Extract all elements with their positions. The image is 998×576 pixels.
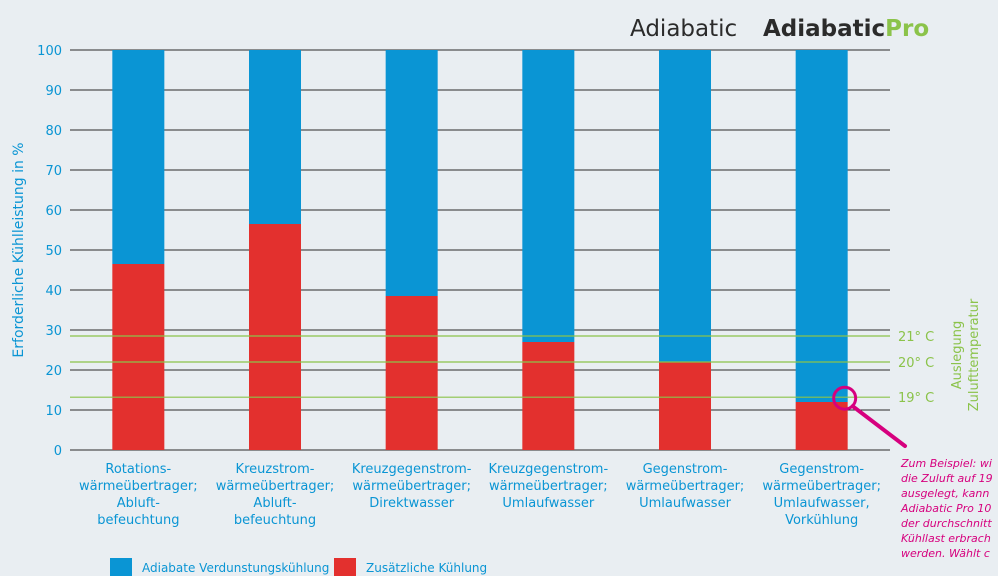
y-tick-label-90: 90	[45, 84, 62, 99]
bar-blue-2	[385, 50, 438, 296]
y-tick-label-70: 70	[45, 164, 62, 179]
category-label-3-0: Kreuzgegenstrom-	[489, 462, 609, 477]
brand-adiabatic-pro: AdiabaticPro	[763, 16, 929, 42]
category-label-4-2: Umlaufwasser	[639, 496, 731, 511]
category-label-3-2: Umlaufwasser	[502, 496, 594, 511]
bar-red-1	[249, 224, 301, 450]
category-label-0-1: wärmeübertrager;	[79, 479, 198, 494]
legend-label-1: Zusätzliche Kühlung	[366, 561, 487, 575]
category-label-4-0: Gegenstrom-	[643, 462, 728, 477]
category-label-1-2: Abluft-	[253, 496, 296, 511]
bar-red-3	[522, 342, 575, 450]
highlight-pointer-line	[850, 404, 907, 448]
category-label-0-3: befeuchtung	[97, 513, 179, 528]
reference-label-1: 20° C	[898, 356, 934, 371]
category-label-5-0: Gegenstrom-	[779, 462, 864, 477]
annotation-line: der durchschnitt	[901, 517, 992, 530]
category-label-0-2: Abluft-	[117, 496, 160, 511]
bar-red-5	[795, 402, 848, 450]
bar-blue-3	[522, 50, 575, 342]
bar-red-4	[659, 362, 711, 450]
bar-blue-4	[659, 50, 711, 362]
y-tick-label-30: 30	[45, 324, 62, 339]
category-label-1-1: wärmeübertrager;	[216, 479, 335, 494]
reference-label-2: 19° C	[898, 391, 934, 406]
reference-axis-label-1: Zulufttemperatur	[967, 298, 982, 411]
legend-label-0: Adiabate Verdunstungskühlung	[142, 561, 329, 575]
category-label-1-3: befeuchtung	[234, 513, 316, 528]
brand-adiabatic: Adiabatic	[630, 16, 738, 42]
category-label-5-3: Vorkühlung	[785, 513, 858, 528]
annotation-line: die Zuluft auf 19	[901, 472, 993, 485]
bar-red-0	[112, 264, 165, 450]
annotation-line: Zum Beispiel: wi	[901, 457, 992, 470]
bar-blue-1	[249, 50, 301, 224]
annotation-line: ausgelegt, kann	[901, 487, 990, 500]
annotation-line: Adiabatic Pro 10	[901, 502, 992, 515]
category-label-2-0: Kreuzgegenstrom-	[352, 462, 472, 477]
category-label-3-1: wärmeübertrager;	[489, 479, 608, 494]
y-axis-label: Erforderliche Kühlleistung in %	[11, 142, 27, 357]
legend-swatch-1	[334, 558, 356, 576]
category-label-2-1: wärmeübertrager;	[352, 479, 471, 494]
category-label-4-1: wärmeübertrager;	[626, 479, 745, 494]
y-tick-label-20: 20	[45, 364, 62, 379]
bar-blue-0	[112, 50, 165, 264]
category-label-5-1: wärmeübertrager;	[762, 479, 881, 494]
category-label-0-0: Rotations-	[105, 462, 171, 477]
y-tick-label-10: 10	[45, 404, 62, 419]
y-tick-label-80: 80	[45, 124, 62, 139]
y-tick-label-0: 0	[54, 444, 62, 459]
bar-blue-5	[795, 50, 848, 402]
brand-adiabatic-pro-suffix: Pro	[885, 16, 930, 42]
bar-red-2	[385, 296, 438, 450]
annotation-line: werden. Wählt c	[901, 547, 990, 560]
category-label-2-2: Direktwasser	[369, 496, 454, 511]
category-label-1-0: Kreuzstrom-	[236, 462, 315, 477]
annotation-note: Zum Beispiel: wi die Zuluft auf 19 ausgele…	[901, 456, 998, 561]
category-label-5-2: Umlaufwasser,	[774, 496, 870, 511]
reference-label-0: 21° C	[898, 330, 934, 345]
highlight-circle	[832, 385, 858, 411]
annotation-line: Kühllast erbrach	[901, 532, 991, 545]
reference-axis-label-0: Auslegung	[950, 321, 965, 390]
legend-swatch-0	[110, 558, 132, 576]
brand-adiabatic-pro-main: Adiabatic	[763, 16, 886, 42]
y-tick-label-60: 60	[45, 204, 62, 219]
y-tick-label-40: 40	[45, 284, 62, 299]
y-tick-label-100: 100	[37, 44, 62, 59]
y-tick-label-50: 50	[45, 244, 62, 259]
